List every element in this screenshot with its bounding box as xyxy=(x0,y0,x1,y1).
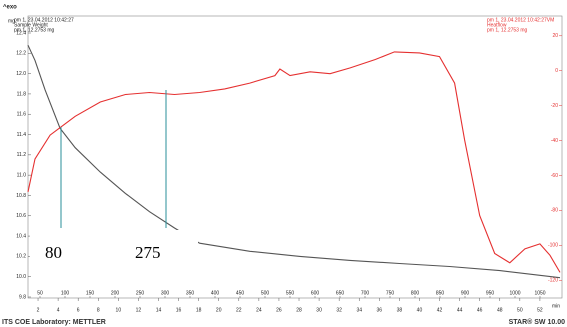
x-tick-label: 28 xyxy=(296,307,302,313)
x-tick-label: 30 xyxy=(316,307,322,313)
y-tick-label: 10.4 xyxy=(16,233,26,239)
x2-tick-label: 1050 xyxy=(534,290,545,296)
y-tick-label: 9.8 xyxy=(19,294,26,300)
x2-tick-label: 950 xyxy=(486,290,495,296)
x-tick-label: 12 xyxy=(136,307,142,313)
x-tick-label: 16 xyxy=(176,307,182,313)
x-tick-label: 48 xyxy=(497,307,503,313)
y-tick-label: 12.0 xyxy=(16,71,26,77)
x-tick-label: 52 xyxy=(537,307,543,313)
y-tick-label: 10.8 xyxy=(16,193,26,199)
x-tick-label: 4 xyxy=(57,307,60,313)
x-tick-label: 2 xyxy=(37,307,40,313)
y2-tick-label: -120 xyxy=(548,278,558,284)
x-tick-label: 8 xyxy=(97,307,100,313)
x2-tick-label: 600 xyxy=(311,290,320,296)
exo-label: ^exo xyxy=(3,5,17,11)
x2-tick-label: 250 xyxy=(136,290,145,296)
y-tick-label: 11.2 xyxy=(17,152,27,158)
x2-tick-label: 500 xyxy=(261,290,270,296)
x2-tick-label: 750 xyxy=(386,290,395,296)
x-tick-label: 26 xyxy=(276,307,282,313)
annotation-box xyxy=(30,230,198,264)
x2-tick-label: 800 xyxy=(411,290,420,296)
x-tick-label: 14 xyxy=(156,307,162,313)
x-tick-label: 38 xyxy=(397,307,403,313)
annotation: 80 xyxy=(45,243,62,262)
x-tick-label: 46 xyxy=(477,307,483,313)
x2-tick-label: 550 xyxy=(286,290,295,296)
x2-tick-label: 450 xyxy=(236,290,245,296)
footer-left: ITS COE Laboratory: METTLER xyxy=(2,319,106,326)
x-tick-label: 34 xyxy=(356,307,362,313)
y-tick-label: 11.8 xyxy=(17,91,27,97)
x-tick-label: 20 xyxy=(216,307,222,313)
y2-tick-label: 20 xyxy=(552,33,558,39)
series-line xyxy=(27,51,561,273)
x-tick-label: 36 xyxy=(377,307,383,313)
y-tick-label: 10.0 xyxy=(16,274,26,280)
x-tick-label: 18 xyxy=(196,307,202,313)
x-tick-label: 32 xyxy=(336,307,342,313)
y2-tick-label: -80 xyxy=(551,208,558,214)
y2-tick-label: -20 xyxy=(551,103,558,109)
x2-tick-label: 650 xyxy=(336,290,345,296)
series-line xyxy=(27,44,561,279)
left-header-line: pm 1, 23.04.2012 10:42:27 xyxy=(14,17,74,23)
x2-tick-label: 200 xyxy=(111,290,120,296)
footer-right: STAR® SW 10.00 xyxy=(509,318,565,326)
annotation: 275 xyxy=(135,243,161,262)
x-tick-label: 40 xyxy=(417,307,423,313)
y2-tick-label: 0 xyxy=(555,68,558,74)
x2-tick-label: 850 xyxy=(436,290,445,296)
x-tick-label: 24 xyxy=(256,307,262,313)
right-header-line: Heatflow xyxy=(487,22,507,28)
right-header-line: pm 1, 12.2753 mg xyxy=(487,27,528,33)
y-tick-label: 12.4 xyxy=(16,30,26,36)
y-tick-label: 10.2 xyxy=(16,254,26,260)
x-tick-label: 50 xyxy=(517,307,523,313)
y-tick-label: 11.4 xyxy=(17,132,27,138)
marks: 9.8 10.0 10.2 10.4 10.6 10.8 11.0 11.2 11.4 11.6 1… xyxy=(16,30,562,313)
y2-tick-label: -60 xyxy=(551,173,558,179)
x2-tick-label: 350 xyxy=(186,290,195,296)
x2-tick-label: 1000 xyxy=(509,290,520,296)
x2-tick-label: 900 xyxy=(461,290,470,296)
y2-tick-label: -100 xyxy=(548,243,558,249)
plot-frame xyxy=(27,15,563,299)
y-tick-label: 12.2 xyxy=(16,51,26,57)
x2-tick-label: 300 xyxy=(161,290,170,296)
left-header-line: pm 1, 12.2753 mg xyxy=(14,27,55,33)
x-tick-label: 6 xyxy=(77,307,80,313)
y2-tick-label: -40 xyxy=(551,138,558,144)
x2-tick-label: 100 xyxy=(61,290,70,296)
y-tick-label: 10.6 xyxy=(16,213,26,219)
x-tick-label: 10 xyxy=(116,307,122,313)
left-header-line: Sample Weight xyxy=(14,22,48,28)
x-axis-label: min xyxy=(552,303,560,309)
x2-tick-label: 700 xyxy=(361,290,370,296)
right-header-line: pm 1, 23.04.2012 10:42:27VM xyxy=(487,17,554,23)
y-axis-label: mg xyxy=(8,18,15,24)
x2-tick-label: 400 xyxy=(211,290,220,296)
x-tick-label: 22 xyxy=(236,307,242,313)
x-tick-label: 44 xyxy=(457,307,463,313)
x2-tick-label: 150 xyxy=(86,290,95,296)
x2-tick-label: 50 xyxy=(37,290,43,296)
y-tick-label: 11.0 xyxy=(17,172,27,178)
y-tick-label: 11.6 xyxy=(17,112,27,118)
x-tick-label: 42 xyxy=(437,307,443,313)
